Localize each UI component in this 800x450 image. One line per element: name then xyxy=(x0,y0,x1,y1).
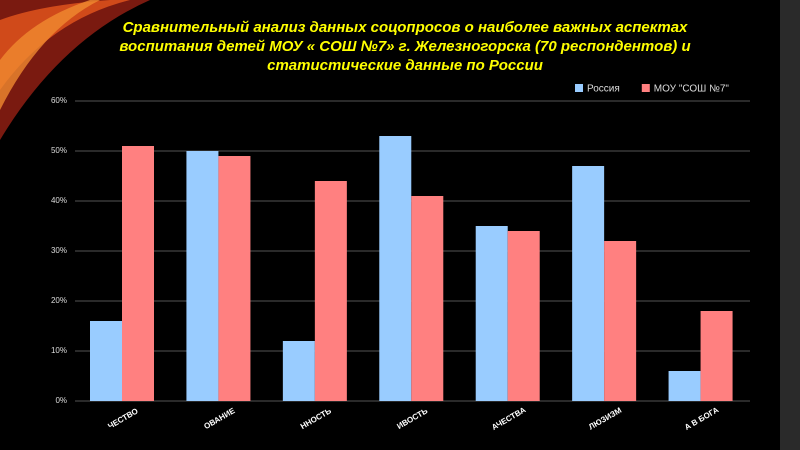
legend-label: МОУ "СОШ №7" xyxy=(654,84,730,95)
y-tick-label: 50% xyxy=(51,146,67,155)
bar xyxy=(507,231,540,401)
y-tick-label: 10% xyxy=(51,346,67,355)
bar xyxy=(314,181,347,401)
y-tick-label: 0% xyxy=(55,396,67,405)
bar xyxy=(700,311,733,401)
bar xyxy=(411,196,444,401)
bar xyxy=(604,241,637,401)
decoration xyxy=(780,0,800,450)
chart-title: воспитания детей МОУ « СОШ №7» г. Железн… xyxy=(119,38,690,55)
y-tick-label: 60% xyxy=(51,96,67,105)
decoration xyxy=(0,0,100,110)
bar xyxy=(475,226,508,401)
bar xyxy=(282,341,315,401)
bar xyxy=(186,151,219,401)
bar xyxy=(668,371,701,401)
bar xyxy=(572,166,605,401)
chart-title: статистические данные по России xyxy=(267,57,543,74)
legend-swatch xyxy=(575,84,583,92)
bar xyxy=(218,156,251,401)
bar xyxy=(122,146,154,401)
bar xyxy=(90,321,122,401)
decoration xyxy=(0,0,130,90)
legend-label: Россия xyxy=(587,84,620,95)
legend-swatch xyxy=(641,84,650,92)
y-tick-label: 20% xyxy=(51,296,67,305)
chart-title: Сравнительный анализ данных соцопросов о… xyxy=(123,19,688,36)
y-tick-label: 30% xyxy=(51,246,67,255)
bar xyxy=(379,136,412,401)
y-tick-label: 40% xyxy=(51,196,67,205)
